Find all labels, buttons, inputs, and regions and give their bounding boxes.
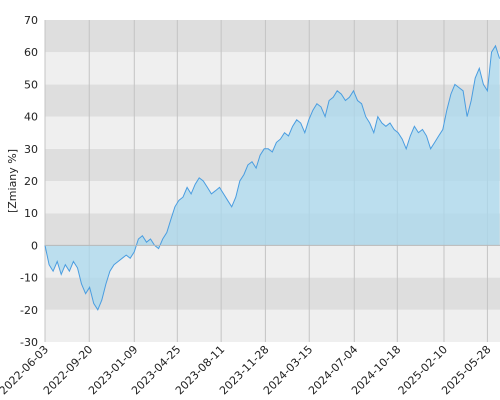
y-tick-label: 10 <box>24 207 38 220</box>
y-tick-label: -20 <box>20 304 38 317</box>
y-tick-label: -30 <box>20 336 38 349</box>
background-band <box>45 116 500 149</box>
background-band <box>45 84 500 117</box>
background-band <box>45 309 500 342</box>
y-tick-label: 70 <box>24 14 38 27</box>
y-tick-label: 20 <box>24 175 38 188</box>
series-area <box>45 45 500 310</box>
y-tick-label: 50 <box>24 78 38 91</box>
y-tick-label: -10 <box>20 272 38 285</box>
background-band <box>45 20 500 53</box>
series-line <box>44 44 500 311</box>
y-axis-ticks: -30 -20 -10 0 10 20 30 40 50 60 70 <box>20 14 38 349</box>
y-tick-label: 40 <box>24 111 38 124</box>
x-axis-ticks: 2022-06-032022-09-202023-01-092023-04-25… <box>0 343 494 397</box>
y-tick-label: 60 <box>24 46 38 59</box>
y-axis-label: [Zmiany %] <box>6 149 19 213</box>
background-band <box>45 277 500 310</box>
background-band <box>45 52 500 85</box>
y-tick-label: 30 <box>24 143 38 156</box>
y-tick-label: 0 <box>31 239 38 252</box>
